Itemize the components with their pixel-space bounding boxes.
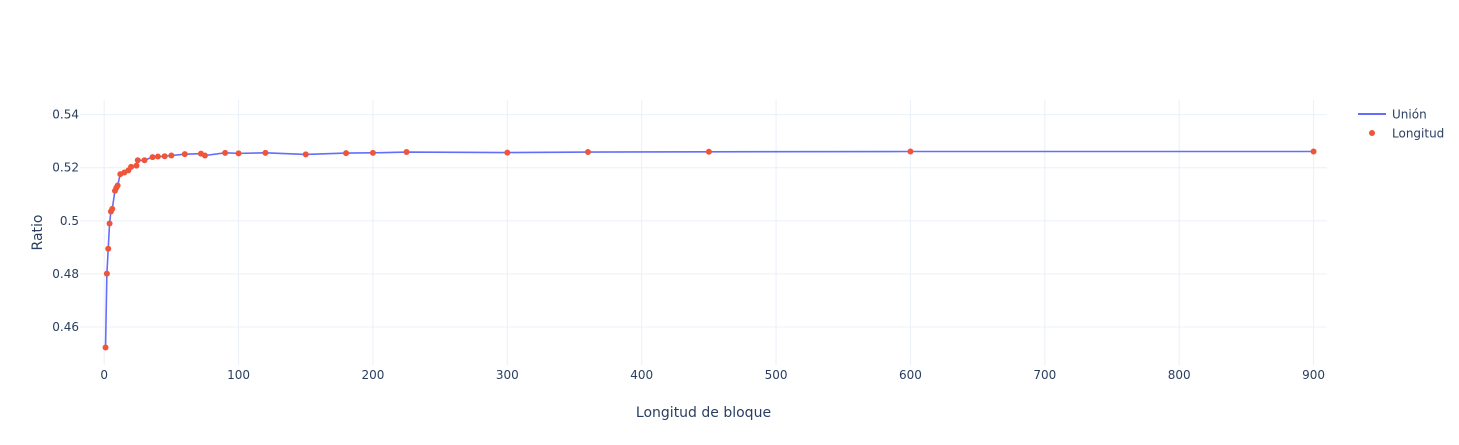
data-point-longitud: [105, 245, 112, 252]
y-gridlines: [80, 114, 1327, 328]
legend-item-longitud[interactable]: Longitud: [1369, 127, 1444, 141]
data-point-longitud: [141, 157, 148, 164]
legend-marker-swatch: [1369, 130, 1375, 136]
x-tick-label: 0: [100, 368, 108, 382]
x-tick-label: 800: [1168, 368, 1191, 382]
x-tick-label: 900: [1302, 368, 1325, 382]
data-point-longitud: [222, 149, 229, 156]
legend-label-longitud: Longitud: [1392, 127, 1444, 141]
data-point-longitud: [102, 344, 109, 351]
x-axis-title: Longitud de bloque: [636, 405, 771, 421]
x-tick-label: 200: [361, 368, 384, 382]
data-point-longitud: [154, 153, 161, 160]
data-point-longitud: [181, 151, 188, 158]
x-tick-label: 600: [899, 368, 922, 382]
y-axis-title: Ratio: [30, 215, 46, 251]
data-point-longitud: [168, 152, 175, 159]
y-tick-labels: 0.46 0.48 0.5 0.52 0.54: [52, 108, 79, 334]
data-point-longitud: [201, 152, 208, 159]
y-tick-label: 0.54: [52, 108, 79, 122]
data-point-longitud: [369, 149, 376, 156]
legend[interactable]: Unión Longitud: [1358, 108, 1444, 141]
data-point-longitud: [584, 149, 591, 156]
x-tick-label: 400: [630, 368, 653, 382]
data-point-longitud: [109, 205, 116, 212]
data-point-longitud: [235, 150, 242, 157]
data-point-longitud: [907, 148, 914, 155]
data-point-longitud: [114, 182, 121, 189]
x-gridlines: [103, 100, 1315, 365]
legend-item-union[interactable]: Unión: [1358, 108, 1427, 122]
x-tick-label: 700: [1033, 368, 1056, 382]
y-tick-label: 0.46: [52, 320, 79, 334]
data-point-longitud: [128, 163, 135, 170]
x-tick-label: 100: [227, 368, 250, 382]
data-point-longitud: [705, 148, 712, 155]
y-tick-label: 0.52: [52, 161, 79, 175]
data-point-longitud: [134, 157, 141, 164]
x-tick-label: 500: [765, 368, 788, 382]
data-point-longitud: [103, 270, 110, 277]
data-point-longitud: [106, 220, 113, 227]
data-point-longitud: [262, 149, 269, 156]
series-layer: [102, 148, 1317, 351]
plot-area: [80, 100, 1327, 365]
data-point-longitud: [504, 149, 511, 156]
x-tick-label: 300: [496, 368, 519, 382]
data-point-longitud: [343, 150, 350, 157]
x-tick-labels: 0 100 200 300 400 500 600 700 800 900: [100, 368, 1325, 382]
y-tick-label: 0.5: [60, 214, 79, 228]
data-point-longitud: [403, 149, 410, 156]
data-point-longitud: [133, 162, 140, 169]
y-tick-label: 0.48: [52, 267, 79, 281]
data-point-longitud: [161, 153, 168, 160]
data-point-longitud: [302, 151, 309, 158]
legend-label-union: Unión: [1392, 108, 1427, 122]
data-point-longitud: [1310, 148, 1317, 155]
data-point-longitud: [149, 154, 156, 161]
